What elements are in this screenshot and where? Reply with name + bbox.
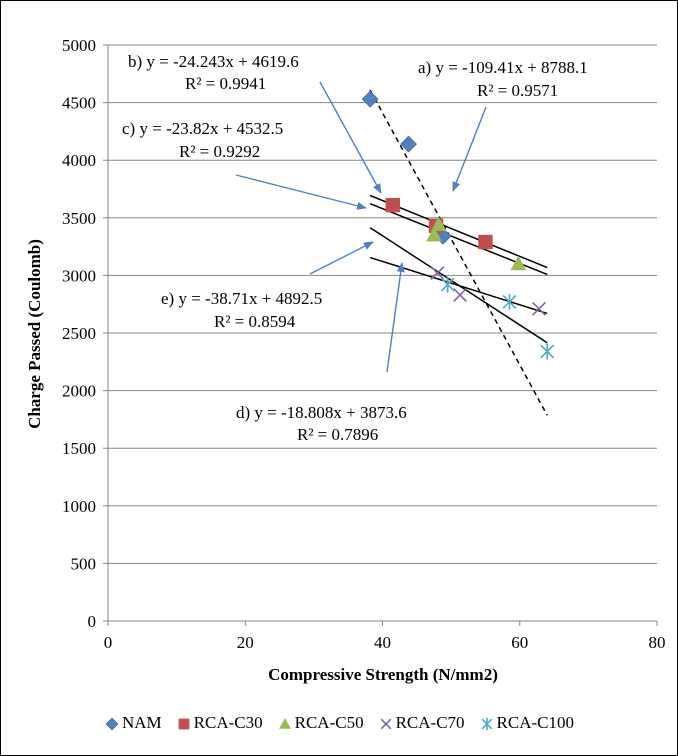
data-point-rca-c30 xyxy=(478,234,493,250)
data-point-nam xyxy=(361,90,379,108)
data-point-rca-c50 xyxy=(425,227,442,242)
chart-plot: 0 500 1000 1500 2000 2500 3000 3500 4000 4500 5000… xyxy=(25,36,666,684)
legend-item-rca-c100: RCA-C100 xyxy=(479,713,574,733)
y-tick-label: 3500 xyxy=(62,209,96,228)
x-axis-title: Compressive Strength (N/mm2) xyxy=(268,665,498,684)
r-squared-b: R² = 0.9941 xyxy=(185,74,266,93)
annotations: a) y = -109.41x + 8788.1 R² = 0.9571 b) y … xyxy=(122,52,588,444)
legend-marker-diamond-icon xyxy=(105,717,118,730)
arrow-d xyxy=(386,262,405,373)
x-tick-label: 60 xyxy=(511,633,528,652)
legend-item-nam: NAM xyxy=(104,713,162,733)
data-point-rca-c70 xyxy=(531,301,546,316)
y-tick-label: 1000 xyxy=(62,497,96,516)
legend-item-rca-c30: RCA-C30 xyxy=(176,713,263,733)
legend-label: RCA-C50 xyxy=(294,713,364,732)
y-tick-label: 5000 xyxy=(62,36,96,55)
arrow-b xyxy=(319,81,382,194)
legend-item-rca-c50: RCA-C50 xyxy=(277,713,364,733)
y-tick-label: 1500 xyxy=(62,439,96,458)
legend-item-rca-c70: RCA-C70 xyxy=(378,713,465,733)
legend-marker-triangle-icon xyxy=(278,718,291,729)
y-tick-label: 500 xyxy=(71,554,97,573)
axes: 0 500 1000 1500 2000 2500 3000 3500 4000 4500 5000… xyxy=(62,36,666,652)
legend-label: RCA-C70 xyxy=(395,713,465,732)
arrow-e xyxy=(309,241,374,275)
data-point-nam xyxy=(400,135,418,153)
data-point-rca-c50 xyxy=(430,216,447,232)
legend-marker-square-icon xyxy=(178,718,190,730)
data-point-rca-c70 xyxy=(430,266,445,281)
trendline-e xyxy=(369,227,548,344)
gridlines xyxy=(108,44,657,564)
legend-label: NAM xyxy=(121,713,162,732)
r-squared-e: R² = 0.8594 xyxy=(214,312,296,331)
equation-d: d) y = -18.808x + 3873.6 xyxy=(236,403,407,422)
y-tick-label: 2000 xyxy=(62,382,96,401)
data-points xyxy=(361,90,555,360)
annotation-arrows xyxy=(235,81,487,373)
legend-marker-x-icon xyxy=(380,718,391,730)
data-point-rca-c100 xyxy=(540,343,555,360)
arrow-c xyxy=(235,174,367,210)
y-tick-label: 4500 xyxy=(62,94,96,113)
data-point-rca-c30 xyxy=(385,197,400,213)
data-point-rca-c50 xyxy=(510,255,527,271)
y-axis-title: Charge Passed (Coulomb) xyxy=(25,239,44,429)
x-tick-label: 0 xyxy=(104,633,113,652)
r-squared-d: R² = 0.7896 xyxy=(297,425,378,444)
equation-e: e) y = -38.71x + 4892.5 xyxy=(161,289,322,308)
arrow-a xyxy=(452,106,487,192)
x-tick-label: 20 xyxy=(237,633,254,652)
y-tick-label: 3000 xyxy=(62,266,96,285)
legend-marker-asterisk-icon xyxy=(481,718,492,730)
y-tick-label: 0 xyxy=(88,612,97,631)
legend-label: RCA-C30 xyxy=(193,713,263,732)
data-point-rca-c70 xyxy=(453,288,468,302)
trendline-a xyxy=(369,89,548,416)
equation-c: c) y = -23.82x + 4532.5 xyxy=(122,119,283,138)
y-tick-label: 2500 xyxy=(62,324,96,343)
r-squared-a: R² = 0.9571 xyxy=(477,81,558,100)
r-squared-c: R² = 0.9292 xyxy=(179,142,260,161)
x-tick-label: 80 xyxy=(649,633,666,652)
x-tick-label: 40 xyxy=(374,633,391,652)
trendlines xyxy=(369,89,548,416)
y-tick-label: 4000 xyxy=(62,151,96,170)
legend: NAM RCA-C30 RCA-C50 RCA-C70 RCA-C100 xyxy=(0,710,678,736)
legend-label: RCA-C100 xyxy=(496,713,575,732)
equation-a: a) y = -109.41x + 8788.1 xyxy=(418,58,588,77)
data-point-rca-c100 xyxy=(502,293,517,310)
data-point-rca-c100 xyxy=(440,276,455,293)
equation-b: b) y = -24.243x + 4619.6 xyxy=(128,52,299,71)
